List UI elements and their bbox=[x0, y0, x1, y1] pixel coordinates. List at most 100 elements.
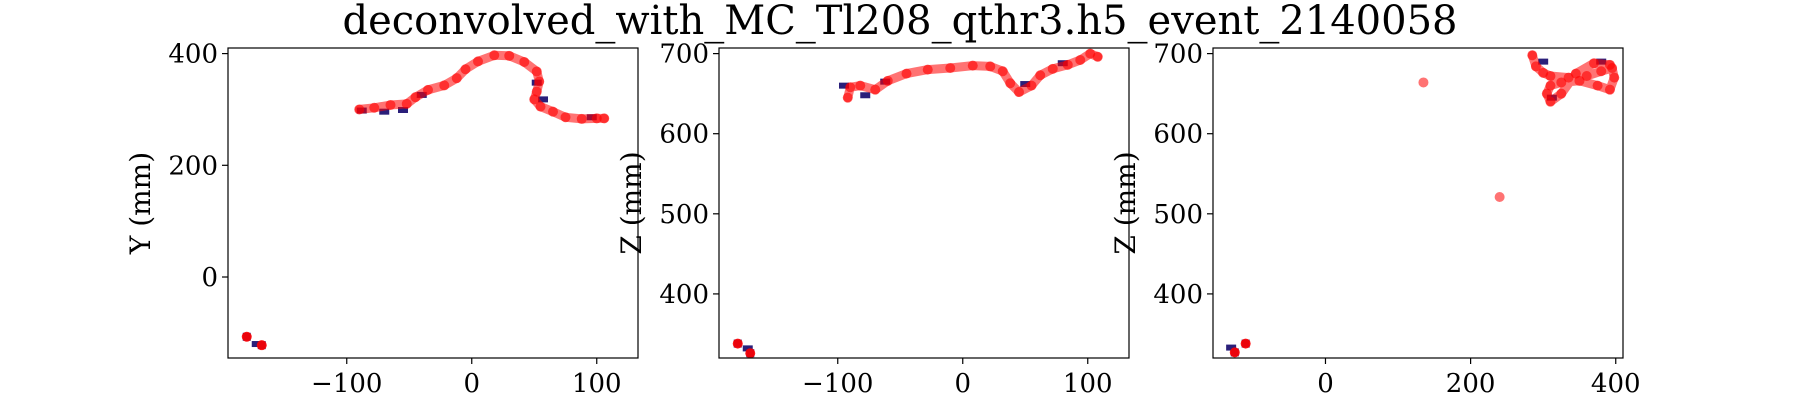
track-point bbox=[1047, 63, 1058, 74]
track-point bbox=[1604, 84, 1615, 95]
panel-xy: −100 0 100 0 200 400 Y (mm) bbox=[124, 40, 639, 399]
voxel-mark bbox=[742, 345, 753, 352]
track-point bbox=[997, 66, 1008, 77]
x-tick-label: −100 bbox=[802, 369, 873, 399]
track-point bbox=[1527, 50, 1538, 61]
y-tick-label: 600 bbox=[1153, 120, 1203, 150]
track-point bbox=[1592, 80, 1603, 91]
track-point bbox=[576, 113, 587, 124]
track-point bbox=[460, 64, 471, 75]
voxel-mark bbox=[860, 92, 871, 99]
track-point bbox=[451, 73, 462, 84]
y-tick-label: 600 bbox=[659, 120, 709, 150]
outlier-point bbox=[1494, 191, 1505, 202]
figure-title: deconvolved_with_MC_Tl208_qthr3.h5_event… bbox=[343, 0, 1458, 44]
plot-area bbox=[732, 48, 1103, 358]
y-tick-label: 400 bbox=[168, 40, 218, 70]
track-point bbox=[591, 113, 602, 124]
track-point bbox=[1545, 80, 1556, 91]
track-point bbox=[1570, 68, 1581, 79]
voxel-mark bbox=[251, 341, 262, 348]
track-point bbox=[901, 68, 912, 79]
track-point bbox=[385, 99, 396, 110]
x-tick-label: 100 bbox=[1063, 369, 1113, 399]
track-point bbox=[1035, 70, 1046, 81]
voxel-mark bbox=[839, 82, 849, 89]
blob-point bbox=[745, 348, 756, 358]
track-point bbox=[1014, 87, 1024, 98]
blob-point bbox=[1240, 338, 1251, 349]
voxel-mark bbox=[398, 107, 408, 113]
track-point bbox=[560, 112, 571, 123]
blob-point bbox=[1229, 347, 1240, 358]
track-point bbox=[369, 102, 380, 113]
x-tick-label: 0 bbox=[1317, 369, 1334, 399]
x-tick-label: 0 bbox=[463, 369, 480, 399]
axes-frame bbox=[227, 47, 639, 359]
track-point bbox=[534, 76, 545, 87]
y-tick-label: 400 bbox=[659, 280, 709, 310]
outlier-point bbox=[1418, 77, 1429, 88]
track-point bbox=[531, 66, 542, 77]
track-point bbox=[1541, 88, 1552, 99]
track-point bbox=[842, 92, 853, 103]
track-point bbox=[504, 50, 515, 61]
track-point bbox=[1545, 71, 1556, 82]
track-point bbox=[473, 56, 483, 67]
track-point bbox=[529, 94, 540, 105]
x-tick-label: 100 bbox=[572, 369, 622, 399]
y-tick-label: 700 bbox=[1153, 40, 1203, 70]
voxel-mark bbox=[538, 96, 548, 103]
voxel-mark bbox=[1538, 58, 1549, 65]
track-point bbox=[1556, 88, 1567, 99]
track-line bbox=[354, 50, 609, 124]
blob-point bbox=[241, 331, 252, 342]
y-axis-label: Z (mm) bbox=[1109, 151, 1142, 254]
x-tick-label: 200 bbox=[1446, 369, 1496, 399]
track-point bbox=[1604, 59, 1615, 70]
y-tick-label: 0 bbox=[201, 263, 218, 293]
track-point bbox=[1581, 71, 1592, 82]
track-point bbox=[985, 61, 996, 72]
track-point bbox=[1545, 96, 1556, 107]
blob-point bbox=[732, 338, 743, 349]
track-point bbox=[1556, 77, 1567, 88]
track-point bbox=[519, 56, 530, 67]
track-point bbox=[439, 80, 450, 91]
plot-area bbox=[241, 50, 610, 351]
track-point bbox=[401, 98, 412, 109]
track-point bbox=[1596, 66, 1607, 77]
track-point bbox=[1062, 59, 1073, 70]
panel-xz: −100 0 100 400 500 600 700 Z (mm) bbox=[615, 40, 1130, 399]
track-point bbox=[870, 84, 881, 95]
x-tick-label: −100 bbox=[311, 369, 382, 399]
track-point bbox=[967, 60, 978, 71]
y-tick-label: 500 bbox=[659, 200, 709, 230]
track-point bbox=[548, 106, 558, 117]
track-point bbox=[489, 50, 500, 61]
blob-point bbox=[256, 340, 267, 351]
y-tick-label: 200 bbox=[168, 151, 218, 181]
y-axis-label: Z (mm) bbox=[615, 151, 648, 254]
track-point bbox=[945, 63, 956, 74]
track-point bbox=[423, 84, 433, 95]
track-point bbox=[855, 80, 866, 91]
panels: −100 0 100 0 200 400 Y (mm) −100 0 100 400 500 600 70… bbox=[124, 40, 1641, 399]
voxel-mark bbox=[379, 108, 390, 115]
plot-area bbox=[1226, 50, 1620, 358]
track-point bbox=[1085, 48, 1096, 59]
track-point bbox=[922, 64, 933, 75]
track-point bbox=[535, 101, 546, 112]
track-point bbox=[845, 82, 856, 93]
axes-frame bbox=[718, 47, 1130, 359]
y-tick-label: 700 bbox=[659, 40, 709, 70]
voxel-mark bbox=[1226, 344, 1237, 351]
y-tick-label: 500 bbox=[1153, 200, 1203, 230]
track-point bbox=[599, 113, 610, 124]
track-point bbox=[1609, 72, 1620, 83]
x-tick-label: 400 bbox=[1591, 369, 1641, 399]
y-tick-label: 400 bbox=[1153, 280, 1203, 310]
track-point bbox=[882, 75, 893, 86]
track-point bbox=[1005, 78, 1016, 89]
